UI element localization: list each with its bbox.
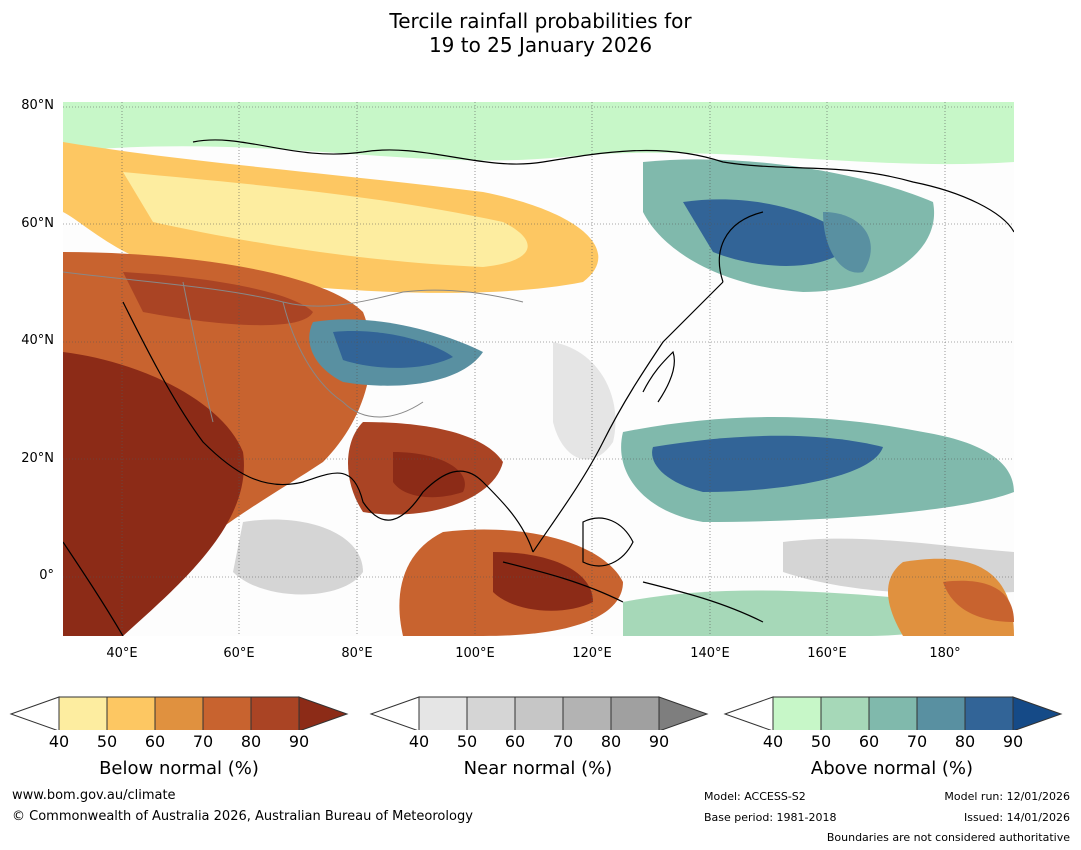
colorbar-upper-cap	[658, 696, 709, 730]
model-run-info: Model run: 12/01/2026	[944, 790, 1070, 803]
boundary-disclaimer: Boundaries are not considered authoritat…	[826, 831, 1070, 844]
copyright-text: © Commonwealth of Australia 2026, Austra…	[12, 809, 473, 824]
below-normal-region	[493, 552, 593, 611]
longitude-label: 40°E	[106, 646, 138, 661]
colorbar-swatch	[154, 696, 204, 730]
below-normal-label: Below normal (%)	[99, 758, 259, 779]
below-normal-region	[63, 352, 244, 636]
colorbar-swatch	[610, 696, 660, 730]
colorbar-tick: 50	[810, 732, 832, 751]
colorbar-tick: 50	[456, 732, 478, 751]
latitude-label: 80°N	[21, 98, 54, 113]
latitude-label: 0°	[39, 568, 54, 583]
colorbar-swatch	[916, 696, 966, 730]
near-normal-region	[233, 519, 363, 595]
colorbar-tick: 40	[762, 732, 784, 751]
above-normal-region	[333, 331, 453, 368]
coastlines	[63, 139, 1014, 636]
colorbar-lower-cap	[369, 696, 420, 730]
colorbar-tick: 80	[240, 732, 262, 751]
colorbar-swatch	[964, 696, 1014, 730]
colorbar-tick: 80	[954, 732, 976, 751]
legend-colorbars	[9, 696, 1063, 730]
below-normal-region	[393, 452, 465, 498]
colorbar-swatch	[466, 696, 516, 730]
rainfall-probability-map	[63, 102, 1014, 636]
latitude-label: 40°N	[21, 333, 54, 348]
longitude-label: 100°E	[455, 646, 495, 661]
near-normal-colorbar	[369, 696, 709, 730]
colorbar-swatch	[562, 696, 612, 730]
latitude-label: 60°N	[21, 216, 54, 231]
above-normal-region	[823, 212, 871, 273]
colorbar-tick: 60	[144, 732, 166, 751]
above-normal-region	[623, 590, 951, 636]
colorbar-tick: 40	[408, 732, 430, 751]
colorbar-tick: 60	[858, 732, 880, 751]
colorbar-lower-cap	[9, 696, 60, 730]
longitude-label: 180°	[929, 646, 961, 661]
colorbar-swatch	[58, 696, 108, 730]
latitude-label: 20°N	[21, 451, 54, 466]
base-period-info: Base period: 1981-2018	[704, 811, 837, 824]
colorbar-tick: 90	[648, 732, 670, 751]
colorbar-tick: 40	[48, 732, 70, 751]
colorbar-swatch	[820, 696, 870, 730]
longitude-label: 60°E	[223, 646, 255, 661]
map-title-line1: Tercile rainfall probabilities for	[389, 9, 692, 33]
colorbar-tick: 90	[288, 732, 310, 751]
model-info: Model: ACCESS-S2	[704, 790, 806, 803]
near-normal-label: Near normal (%)	[463, 758, 613, 779]
longitude-label: 140°E	[690, 646, 730, 661]
colorbar-upper-cap	[298, 696, 349, 730]
above-normal-label: Above normal (%)	[810, 758, 974, 779]
above-normal-colorbar	[723, 696, 1063, 730]
colorbar-swatch	[202, 696, 252, 730]
colorbar-swatch	[418, 696, 468, 730]
colorbar-swatch	[106, 696, 156, 730]
below-normal-region	[123, 272, 313, 326]
website-link[interactable]: www.bom.gov.au/climate	[12, 788, 176, 803]
below-normal-colorbar	[9, 696, 349, 730]
colorbar-tick: 60	[504, 732, 526, 751]
above-normal-region	[63, 102, 1014, 165]
colorbar-upper-cap	[1012, 696, 1063, 730]
longitude-label: 120°E	[572, 646, 612, 661]
colorbar-tick: 90	[1002, 732, 1024, 751]
issued-info: Issued: 14/01/2026	[963, 811, 1070, 824]
above-normal-region	[683, 199, 853, 266]
near-normal-region	[553, 342, 616, 460]
country-boundaries	[63, 271, 524, 423]
map-title-line2: 19 to 25 January 2026	[428, 33, 653, 57]
colorbar-lower-cap	[723, 696, 774, 730]
longitude-label: 160°E	[807, 646, 847, 661]
colorbar-swatch	[514, 696, 564, 730]
colorbar-tick: 50	[96, 732, 118, 751]
colorbar-tick: 70	[906, 732, 928, 751]
colorbar-swatch	[250, 696, 300, 730]
colorbar-tick: 80	[600, 732, 622, 751]
below-normal-region	[123, 172, 528, 267]
colorbar-swatch	[868, 696, 918, 730]
graticule	[63, 102, 1014, 636]
colorbar-swatch	[772, 696, 822, 730]
map-canvas	[63, 102, 1014, 636]
colorbar-tick: 70	[552, 732, 574, 751]
colorbar-tick: 70	[192, 732, 214, 751]
longitude-label: 80°E	[341, 646, 373, 661]
below-normal-region	[943, 580, 1014, 622]
